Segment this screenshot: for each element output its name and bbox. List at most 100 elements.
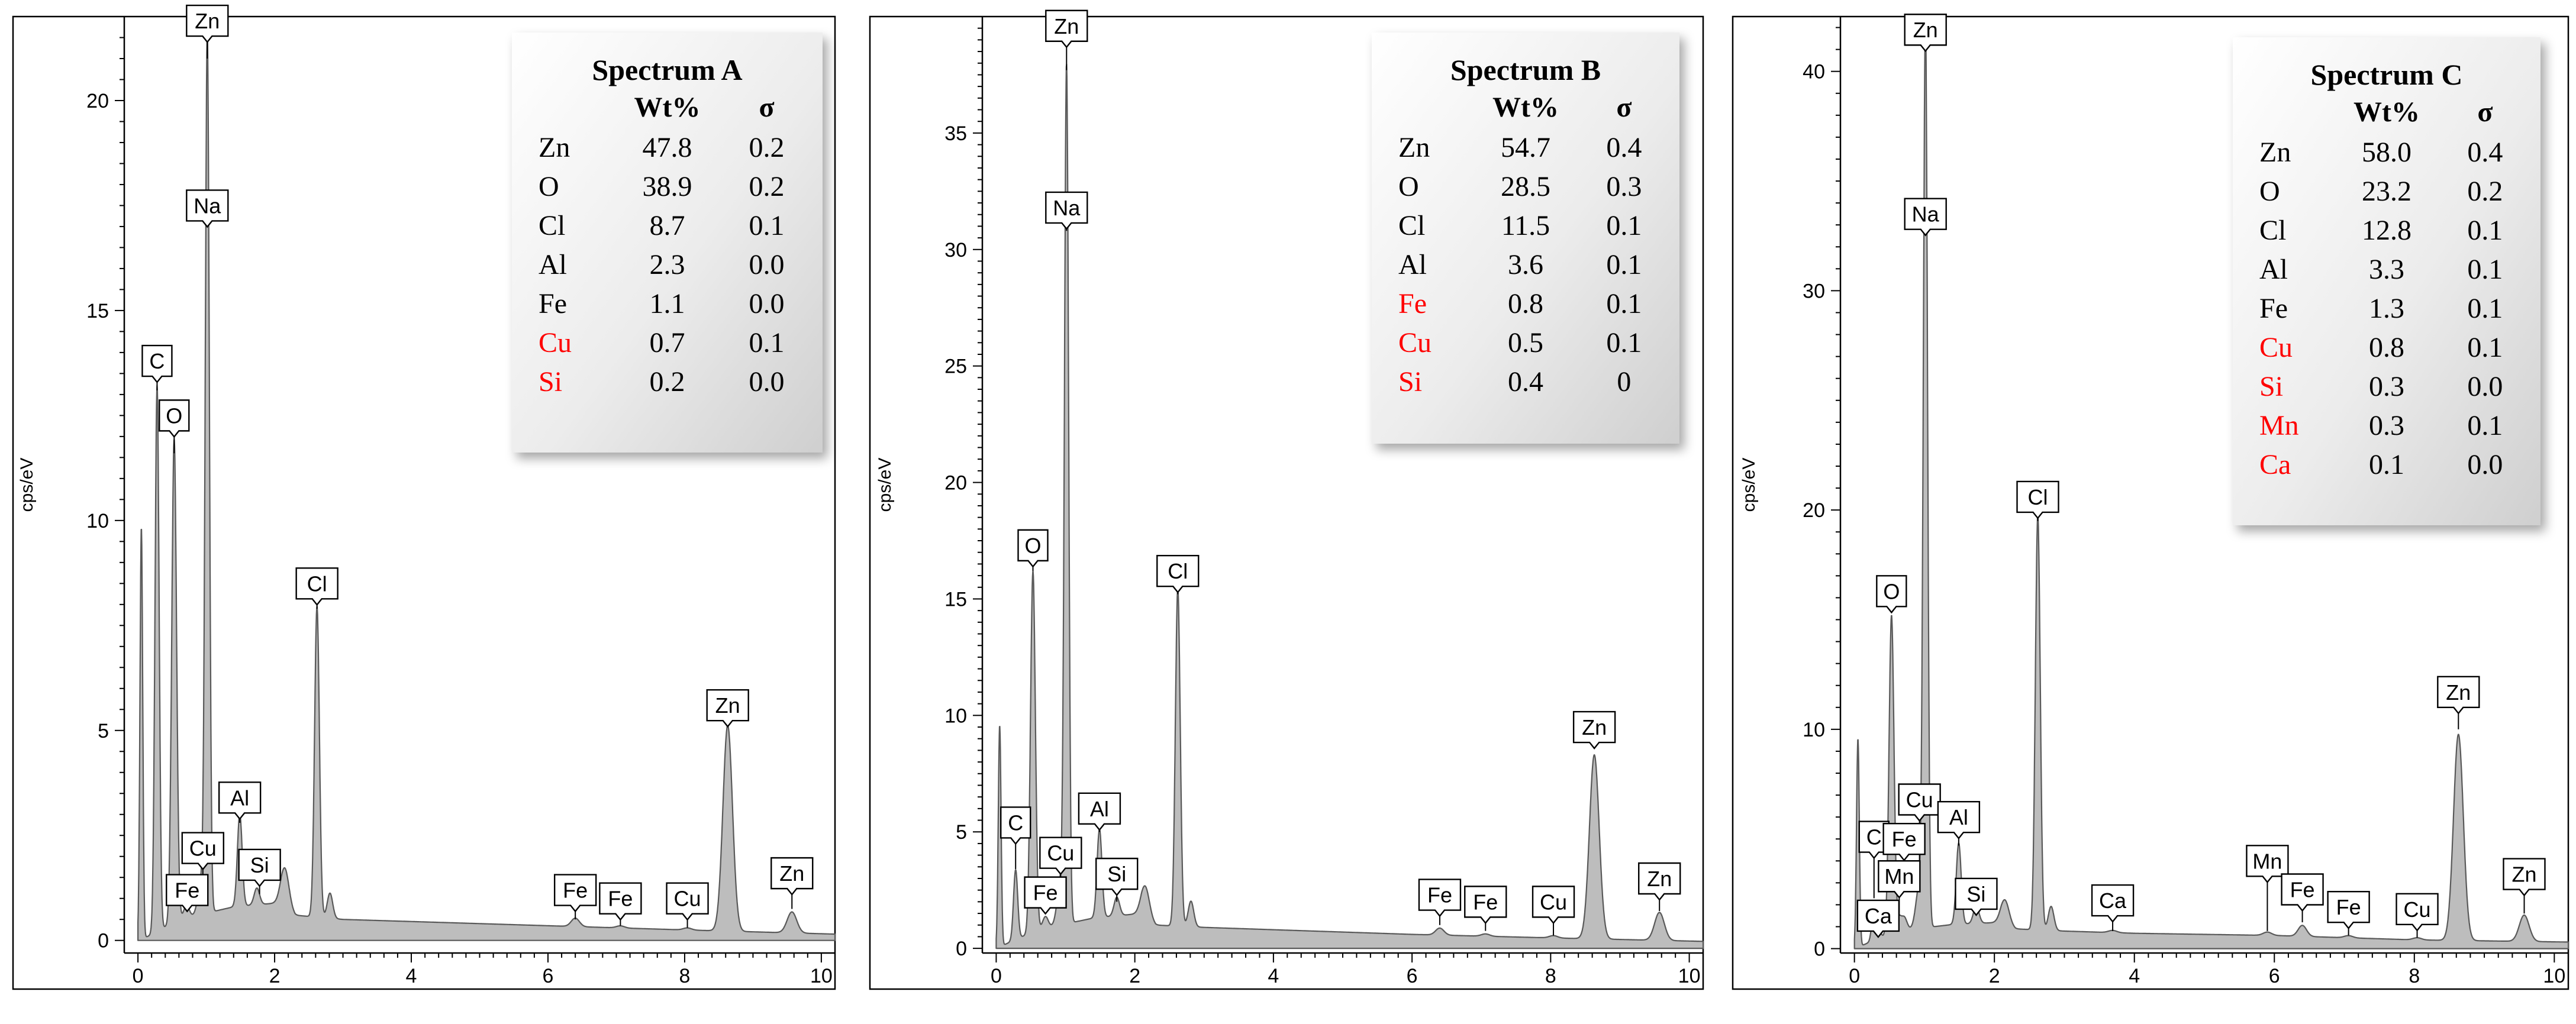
peak-label: Mn [1878,860,1921,916]
legend-row: Al 2.3 0.0 [539,249,785,280]
legend-row: Si 0.4 0 [1398,366,1631,398]
legend-wt: 0.5 [1508,327,1543,358]
legend-row: Al 3.6 0.1 [1398,249,1642,280]
legend-row: O 28.5 0.3 [1398,171,1642,202]
legend-header-sigma: σ [2477,96,2493,128]
peak-label: C [141,344,173,390]
legend-header-sigma: σ [1616,92,1632,123]
legend-box [1372,33,1679,444]
peak-label-text: Mn [2252,849,2282,873]
peak-label: Fe [2281,873,2324,923]
legend-wt: 23.2 [2362,176,2411,207]
legend-title: Spectrum A [592,53,742,86]
legend-element: Si [2259,371,2283,402]
x-tick-label: 4 [1268,965,1279,987]
peak-label-box [141,344,173,384]
peak-label: Na [1045,191,1088,231]
spectrum-panel-3: 0 10 20 30 40 0 2 4 6 8 10 cps/eV Zn Na Cl O Cu Al C Fe Mn Si… [1732,14,2569,990]
peak-label-box [2327,890,2370,930]
legend-element: Al [1398,249,1427,280]
peak-label: Cu [181,832,225,882]
peak-label-text: Na [1053,196,1081,220]
legend-row: Mn 0.3 0.1 [2259,410,2503,441]
x-tick-label: 8 [2409,965,2420,987]
peak-label-box [1024,876,1067,915]
legend-wt: 38.9 [643,171,692,202]
peak-label-box [159,399,190,438]
legend-element: Cu [2259,332,2293,363]
legend-row: Cl 11.5 0.1 [1398,210,1642,241]
peak-label-text: Zn [715,693,740,718]
y-axis-title: cps/eV [875,458,895,512]
legend-wt: 0.2 [650,366,685,398]
peak-label-box [1156,554,1200,594]
peak-label: Al [1937,800,1981,846]
peak-label: O [1017,529,1049,571]
peak-label-box [1078,792,1121,831]
legend-sigma: 0.1 [2467,254,2503,285]
legend-sigma: 0.1 [2467,293,2503,324]
legend-wt: 3.3 [2369,254,2404,285]
y-tick-label: 0 [98,930,109,952]
peak-label-text: Cl [1168,559,1188,583]
legend-sigma: 0.0 [749,249,785,280]
legend-sigma: 0.2 [2467,176,2503,207]
x-tick-label: 8 [1545,965,1556,987]
peak-label: Na [186,189,229,228]
legend-row: Cu 0.7 0.1 [539,327,785,358]
x-tick-label: 2 [1129,965,1140,987]
peak-label: Si [1955,877,1998,916]
legend-sigma: 0.4 [2467,137,2503,168]
legend-sigma: 0.1 [749,210,785,241]
peak-label: Zn [2503,858,2546,914]
legend-wt: 54.7 [1501,132,1550,163]
peak-label-box [295,567,338,606]
legend-wt: 1.1 [650,288,685,319]
peak-label-text: Cl [307,571,327,596]
peak-label-box [2091,884,2135,923]
legend-wt: 12.8 [2362,215,2411,246]
peak-label-box [1532,886,1575,925]
peak-label: Zn [1045,9,1088,70]
peak-label-text: O [166,403,182,428]
legend-sigma: 0.1 [2467,215,2503,246]
legend-element: O [539,171,559,202]
peak-label-text: Zn [1647,867,1672,891]
legend-element: Al [539,249,567,280]
peak-label: Cu [1039,836,1082,881]
peak-label: Cl [2016,480,2059,521]
peak-label: Fe [1464,886,1507,931]
legend-wt: 3.6 [1508,249,1543,280]
peak-label: Zn [1904,14,1947,53]
peak-label: Si [1095,857,1139,902]
peak-label: Fe [553,874,597,920]
x-tick-label: 0 [1849,965,1860,987]
y-tick-label: 40 [1803,61,1825,83]
peak-label: Zn [186,4,229,59]
y-tick-label: 5 [956,821,967,844]
peak-label-text: Fe [2336,895,2361,919]
peak-label-box [666,882,709,921]
peak-label-text: Si [250,853,269,877]
y-tick-label: 30 [1803,280,1825,302]
peak-label-text: C [149,349,165,373]
x-tick-label: 6 [1407,965,1418,987]
legend-wt: 0.3 [2369,371,2404,402]
legend-wt: 8.7 [650,210,685,241]
peak-label-box [1955,877,1998,916]
x-tick-label: 8 [679,965,690,987]
legend-element: Cl [1398,210,1425,241]
peak-label: O [159,399,190,454]
peak-label: Zn [2437,676,2480,729]
peak-label-text: Cu [1047,841,1074,865]
legend-sigma: 0.0 [749,366,785,398]
legend-row: Fe 1.3 0.1 [2259,293,2503,324]
x-tick-label: 0 [133,965,144,987]
peak-label: Fe [599,882,642,926]
peak-label-box [1898,783,1941,822]
peak-label-box [181,832,225,871]
y-tick-label: 15 [86,300,109,322]
y-tick-label: 20 [944,472,967,495]
